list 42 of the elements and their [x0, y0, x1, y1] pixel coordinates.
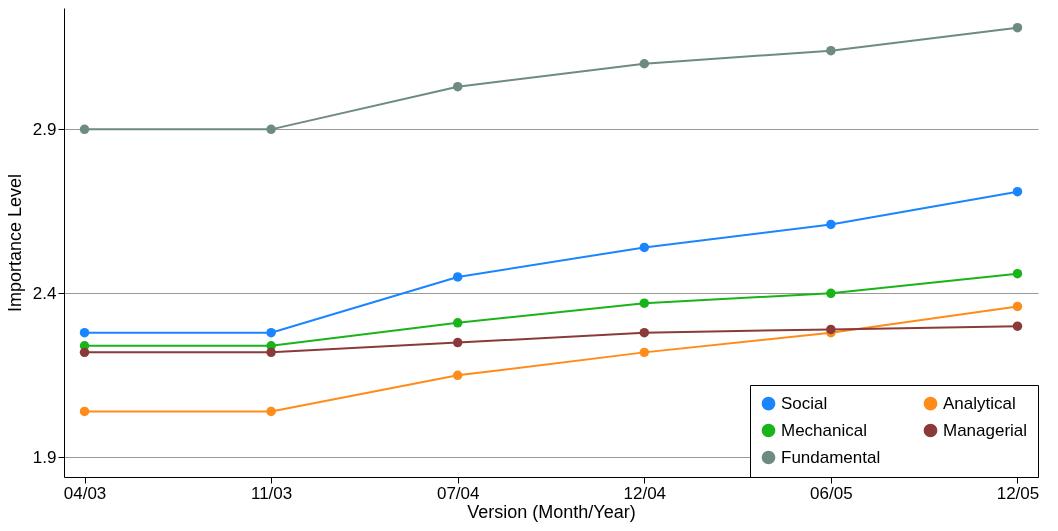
point	[826, 219, 836, 230]
x-tick-label: 12/04	[623, 483, 667, 503]
point	[452, 318, 463, 328]
point	[826, 288, 836, 299]
y-axis-title: Importance Level	[4, 173, 25, 313]
point	[452, 370, 463, 381]
point	[266, 124, 276, 135]
point	[266, 327, 276, 338]
legend-label: Mechanical	[781, 420, 867, 440]
point	[79, 347, 90, 358]
x-tick-label: 07/04	[436, 483, 480, 503]
point	[266, 406, 276, 417]
point	[639, 242, 650, 253]
point	[79, 124, 90, 135]
x-axis-title: Version (Month/Year)	[467, 501, 636, 522]
point	[1012, 268, 1023, 279]
point	[266, 347, 276, 358]
point	[639, 298, 650, 308]
point	[79, 406, 90, 417]
point	[1012, 186, 1023, 197]
x-tick-label: 11/03	[250, 483, 293, 503]
point	[1012, 301, 1023, 312]
x-tick-label: 04/03	[63, 483, 107, 503]
point	[452, 81, 463, 92]
point	[1012, 321, 1023, 331]
legend-label: Managerial	[943, 420, 1028, 440]
x-tick-label: 12/05	[996, 483, 1040, 503]
y-tick-label: 1.9	[32, 447, 57, 467]
point	[452, 272, 463, 282]
point	[639, 347, 650, 358]
point	[79, 327, 90, 338]
y-tick-label: 2.9	[32, 119, 57, 139]
y-tick-label: 2.4	[32, 283, 57, 303]
point	[639, 327, 650, 338]
legend-label: Analytical	[943, 393, 1016, 413]
point	[826, 45, 836, 56]
point	[639, 59, 650, 69]
point	[452, 337, 463, 348]
x-tick-label: 06/05	[810, 483, 853, 503]
point	[1012, 22, 1023, 33]
legend-label: Social	[781, 393, 828, 413]
legend-label: Fundamental	[781, 447, 881, 467]
